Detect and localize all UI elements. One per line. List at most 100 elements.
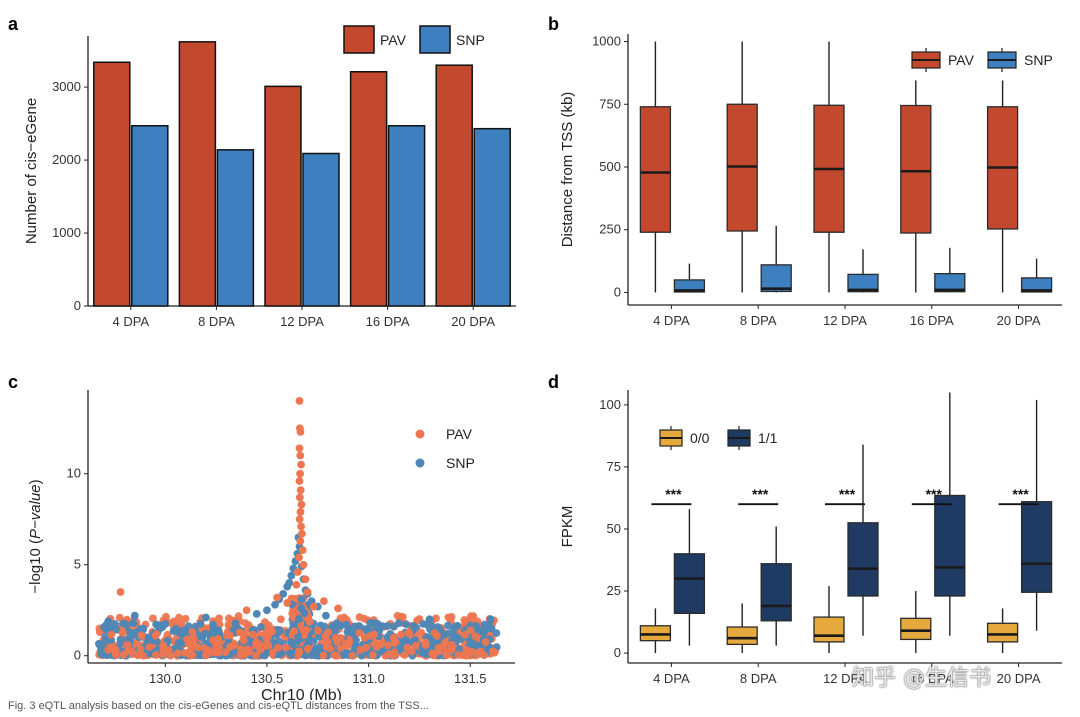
panel-c-point-pav [384,641,392,650]
panel-c-point-pav [235,628,244,637]
panel-c-point-pav [428,649,437,658]
panel-c-point-snp [271,600,279,609]
panel-c-point-pav [466,626,475,635]
panel-c-point-snp [294,615,303,623]
panel-a-bar-snp [131,125,169,307]
panel-c-point-pav [137,631,146,640]
panel-d-significance-label: *** [752,486,769,502]
panel-c-point-pav [336,634,345,642]
panel-c-point-snp [161,619,170,628]
panel-c-y-tick-label: 0 [74,648,81,663]
panel-c-point-pav [139,651,147,660]
panel-c-point-pav [309,602,318,611]
panel-c-point-snp [436,625,445,634]
panel-c-point-snp [492,629,501,638]
panel-c-point-pav [296,451,305,460]
panel-c-point-snp [453,621,462,630]
panel-c-point-pav [252,651,260,660]
panel-c-point-pav [241,619,250,627]
panel-c-point-pav [162,612,170,621]
panel-c-point-pav [173,649,182,658]
panel-d-x-tick-label: 20 DPA [997,671,1041,686]
panel-c-point-pav [462,651,471,660]
panel-c-point-snp [101,632,110,641]
panel-c-point-pav [236,644,245,653]
panel-c-point-pav [305,617,314,626]
panel-c-point-snp [252,609,261,618]
panel-a-y-axis-title: Number of cis−eGene [23,98,40,244]
panel-d-genotype-11-box [673,553,706,615]
panel-c-point-pav [295,493,304,502]
panel-d-y-tick-label: 0 [614,645,621,660]
panel-c-point-pav [181,614,190,623]
panel-c-point-pav [127,647,136,656]
panel-d-legend-label-genotype-11: 1/1 [758,430,778,446]
panel-c-point-pav [356,645,365,654]
panel-d-y-axis-title: FPKM [559,506,576,548]
panel-c-point-snp [96,640,105,649]
panel-c-point-pav [234,612,243,620]
panel-a-bar-snp [302,152,340,307]
panel-d-genotype-00-box [813,616,845,643]
panel-c-point-pav [259,642,268,651]
panel-a-bar-pav [93,61,131,307]
panel-c-y-axis-title-italic: P−value [27,484,44,539]
panel-c-point-pav [224,621,233,629]
panel-c-point-snp [263,606,271,615]
panel-c-point-pav [297,522,305,531]
panel-c-point-snp [350,622,359,631]
panel-c-point-pav [290,627,299,636]
panel-d-x-tick-label: 4 DPA [653,671,690,686]
panel-c-point-snp [287,571,296,580]
panel-c-point-pav [248,630,257,639]
panel-c-point-snp [332,619,341,628]
panel-b-snp-box [1020,277,1053,293]
panel-b-x-tick-label: 16 DPA [910,313,954,328]
panel-c-point-pav [303,588,312,596]
panel-c-point-snp [201,629,209,638]
panel-c-point-pav [169,617,178,626]
panel-a-y-tick-label: 2000 [52,152,81,167]
panel-d-y-tick-label: 50 [607,521,621,536]
panel-c-point-pav [442,649,451,658]
panel-c-point-pav [405,629,414,638]
panel-c-point-snp [417,648,426,657]
panel-b-y-axis-title: Distance from TSS (kb) [559,92,576,248]
panel-d-genotype-00-box [986,622,1019,643]
panel-c-point-pav [417,628,426,637]
panel-c-point-snp [123,635,132,644]
panel-d-x-tick-label: 12 DPA [823,671,867,686]
panel-c-point-pav [225,631,234,640]
panel-c-point-snp [315,632,324,641]
panel-c-point-pav [297,621,305,630]
panel-c-point-pav [355,629,364,637]
panel-c-point-snp [174,639,183,647]
panel-c-point-pav [376,640,385,649]
panel-b-snp-box [847,273,879,293]
panel-c-point-pav [215,620,224,629]
panel-d-legend-key-genotype-00 [659,426,683,450]
panel-c-point-pav [393,611,402,620]
panel-c-legend-label-pav: PAV [446,426,473,442]
panel-c-point-snp [366,619,375,627]
panel-c-point-pav [111,646,120,654]
panel-c-point-pav [253,638,262,647]
panel-c-point-pav [296,486,305,494]
panel-c-point-pav [193,643,202,652]
panel-c-y-axis-title-main: −log10 ( [27,539,44,594]
panel-c-point-pav [332,651,341,660]
panel-c-point-pav [297,500,306,509]
panel-c-point-snp [155,621,164,630]
panel-c-point-pav [295,397,304,405]
panel-c-point-snp [122,620,130,629]
panel-d-y-tick-label: 25 [607,583,621,598]
panel-c-point-pav [214,634,223,643]
panel-a-legend-label-snp: SNP [456,32,485,48]
panel-b-x-tick-label: 8 DPA [740,313,777,328]
panel-c-point-pav [152,651,160,659]
panel-c-point-snp [297,604,306,612]
panel-label-c: c [8,372,18,392]
panel-c-point-pav [281,643,290,652]
panel-c-point-pav [403,643,412,652]
panel-c-point-pav [481,638,490,646]
